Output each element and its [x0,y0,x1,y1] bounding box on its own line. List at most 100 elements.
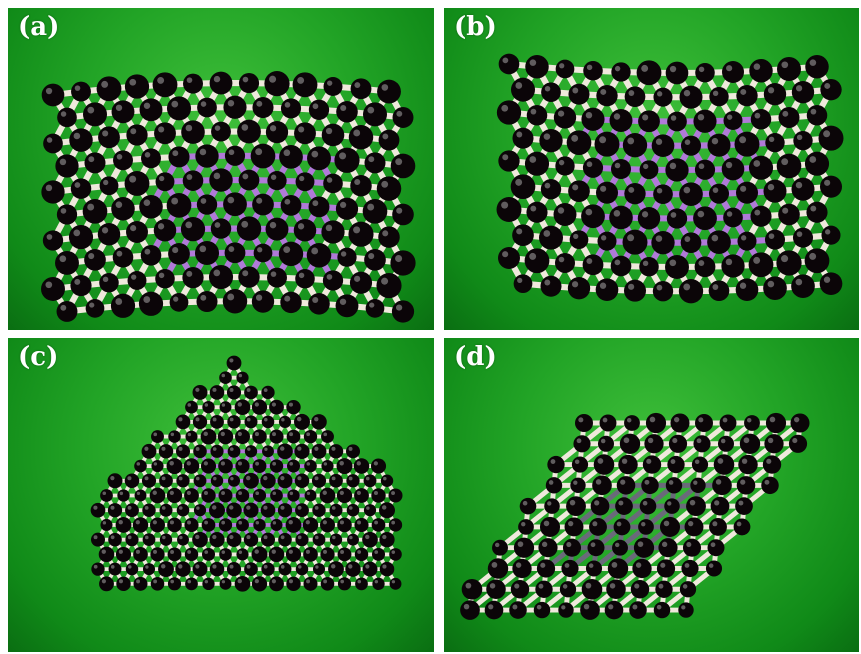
atom [56,300,78,322]
atom-highlight [628,283,635,290]
atom-highlight [161,564,166,569]
atom-highlight [354,275,361,282]
atom-highlight [809,59,817,66]
atom [280,98,302,119]
atom-highlight [465,582,472,589]
atom [664,498,680,514]
atom [763,83,787,106]
atom [793,130,813,151]
atom-highlight [331,564,336,569]
atom-highlight [586,161,593,168]
atom-highlight [585,111,593,119]
atom-highlight [238,461,243,466]
atom-highlight [171,100,179,108]
atom [350,78,372,100]
atom-highlight [270,174,277,180]
atom [41,277,65,301]
atom [722,61,744,83]
atom-highlight [152,490,157,495]
atom-highlight [541,541,548,548]
atom [651,134,675,158]
atom-highlight [263,505,268,510]
atom [107,503,123,518]
atom-highlight [614,162,621,169]
atom-highlight [349,535,353,540]
atom [595,278,619,302]
atom-highlight [237,431,242,437]
atom-highlight [152,520,157,525]
atom-highlight [529,59,537,66]
atom-highlight [669,65,677,73]
atom [597,231,617,251]
atom-highlight [271,549,276,554]
atom [269,459,284,473]
atom [573,435,591,453]
atom-highlight [314,505,319,510]
atom [182,266,204,289]
atom-highlight [135,520,140,525]
atom-highlight [740,88,747,95]
atom-highlight [297,505,302,510]
atom [555,156,575,176]
atom [270,489,283,502]
atom-highlight [186,490,191,495]
atom-highlight [264,417,268,422]
atom [695,62,715,83]
atom [678,279,704,304]
atom [336,458,353,475]
atom [633,537,655,558]
atom-highlight [501,104,509,112]
atom-highlight [115,298,123,305]
atom [525,55,549,79]
atom [238,72,260,94]
atom-highlight [339,152,347,160]
atom [653,184,673,205]
atom [158,561,174,578]
atom [41,180,65,204]
atom [267,170,287,191]
atom [286,429,301,444]
atom [251,399,268,415]
atom-highlight [203,461,208,466]
atom [619,433,641,454]
atom [524,151,550,176]
atom-highlight [529,156,537,163]
atom [142,533,156,547]
atom [778,203,800,226]
atom-highlight [178,446,183,451]
atom [183,458,200,474]
atom [510,77,536,102]
atom [100,518,113,531]
atom-highlight [623,437,630,444]
atom-highlight [600,88,607,95]
atom [99,176,119,196]
atom-highlight [269,75,277,83]
atom [57,107,77,128]
atom-highlight [93,564,98,569]
atom-highlight [297,535,302,540]
atom-highlight [173,296,179,302]
atom-highlight [502,57,509,64]
atom-highlight [74,278,81,285]
atom [111,197,135,221]
atom-highlight [247,447,251,451]
atom-highlight [102,521,107,525]
atom [680,232,702,254]
atom-highlight [782,110,789,117]
atom [707,230,731,255]
atom [166,487,183,504]
atom-highlight [238,520,243,525]
atom [115,546,132,562]
atom [705,560,723,577]
atom [277,473,293,489]
atom [349,271,373,294]
atom-highlight [185,124,193,132]
atom-highlight [712,187,719,193]
atom [362,561,378,577]
atom [585,560,603,577]
atom-highlight [311,247,319,255]
atom [210,474,224,488]
atom-highlight [289,491,294,496]
atom [777,57,801,81]
atom-highlight [489,583,496,589]
